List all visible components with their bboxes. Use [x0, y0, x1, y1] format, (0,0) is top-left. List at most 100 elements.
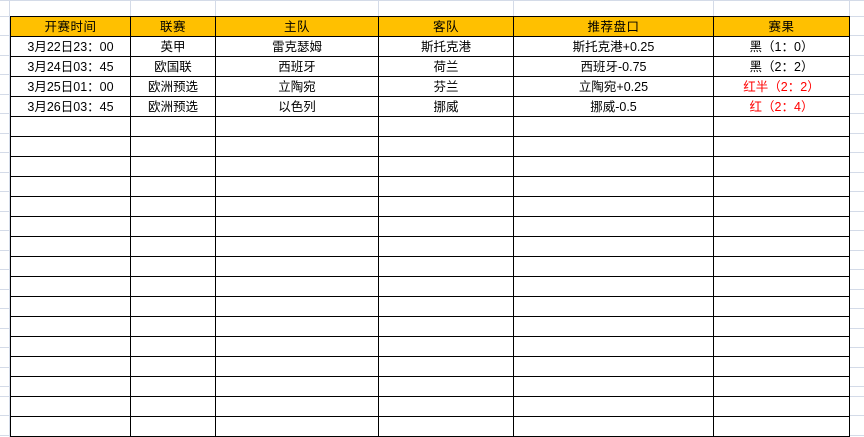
- cell-home[interactable]: 以色列: [215, 96, 379, 117]
- column-header-league[interactable]: 联赛: [130, 16, 216, 37]
- cell-empty-odds[interactable]: [513, 216, 714, 237]
- column-header-time[interactable]: 开赛时间: [10, 16, 131, 37]
- cell-empty-result[interactable]: [713, 376, 850, 397]
- cell-time[interactable]: 3月22日23：00: [10, 36, 131, 57]
- cell-empty-time[interactable]: [10, 116, 131, 137]
- cell-empty-away[interactable]: [378, 336, 514, 357]
- cell-empty-home[interactable]: [215, 176, 379, 197]
- cell-empty-home[interactable]: [215, 356, 379, 377]
- column-header-odds[interactable]: 推荐盘口: [513, 16, 714, 37]
- cell-empty-away[interactable]: [378, 256, 514, 277]
- cell-empty-league[interactable]: [130, 116, 216, 137]
- cell-empty-away[interactable]: [378, 296, 514, 317]
- cell-empty-away[interactable]: [378, 176, 514, 197]
- cell-empty-odds[interactable]: [513, 336, 714, 357]
- cell-empty-time[interactable]: [10, 336, 131, 357]
- cell-empty-result[interactable]: [713, 276, 850, 297]
- cell-empty-away[interactable]: [378, 136, 514, 157]
- cell-empty-time[interactable]: [10, 276, 131, 297]
- cell-empty-away[interactable]: [378, 276, 514, 297]
- cell-empty-league[interactable]: [130, 396, 216, 417]
- cell-empty-time[interactable]: [10, 176, 131, 197]
- cell-away[interactable]: 荷兰: [378, 56, 514, 77]
- cell-result[interactable]: 红半（2：2）: [713, 76, 850, 97]
- cell-empty-home[interactable]: [215, 156, 379, 177]
- cell-empty-away[interactable]: [378, 236, 514, 257]
- column-header-result[interactable]: 赛果: [713, 16, 850, 37]
- cell-empty-time[interactable]: [10, 136, 131, 157]
- cell-empty-result[interactable]: [713, 216, 850, 237]
- cell-empty-home[interactable]: [215, 376, 379, 397]
- cell-empty-odds[interactable]: [513, 256, 714, 277]
- cell-away[interactable]: 芬兰: [378, 76, 514, 97]
- cell-away[interactable]: 挪威: [378, 96, 514, 117]
- cell-away[interactable]: 斯托克港: [378, 36, 514, 57]
- cell-empty-league[interactable]: [130, 176, 216, 197]
- cell-league[interactable]: 欧洲预选: [130, 76, 216, 97]
- cell-empty-result[interactable]: [713, 416, 850, 437]
- cell-empty-home[interactable]: [215, 336, 379, 357]
- cell-empty-result[interactable]: [713, 236, 850, 257]
- cell-empty-result[interactable]: [713, 156, 850, 177]
- cell-empty-result[interactable]: [713, 296, 850, 317]
- cell-empty-odds[interactable]: [513, 116, 714, 137]
- cell-empty-home[interactable]: [215, 136, 379, 157]
- cell-empty-home[interactable]: [215, 116, 379, 137]
- cell-empty-odds[interactable]: [513, 356, 714, 377]
- cell-empty-away[interactable]: [378, 316, 514, 337]
- cell-time[interactable]: 3月24日03：45: [10, 56, 131, 77]
- cell-empty-result[interactable]: [713, 196, 850, 217]
- cell-empty-away[interactable]: [378, 156, 514, 177]
- cell-empty-time[interactable]: [10, 256, 131, 277]
- cell-empty-league[interactable]: [130, 376, 216, 397]
- cell-empty-result[interactable]: [713, 116, 850, 137]
- cell-empty-home[interactable]: [215, 316, 379, 337]
- cell-empty-result[interactable]: [713, 136, 850, 157]
- cell-empty-time[interactable]: [10, 396, 131, 417]
- column-header-home[interactable]: 主队: [215, 16, 379, 37]
- cell-empty-odds[interactable]: [513, 176, 714, 197]
- cell-time[interactable]: 3月25日01：00: [10, 76, 131, 97]
- cell-home[interactable]: 西班牙: [215, 56, 379, 77]
- cell-odds[interactable]: 西班牙-0.75: [513, 56, 714, 77]
- cell-league[interactable]: 欧国联: [130, 56, 216, 77]
- cell-empty-result[interactable]: [713, 256, 850, 277]
- cell-empty-league[interactable]: [130, 196, 216, 217]
- cell-empty-odds[interactable]: [513, 156, 714, 177]
- cell-empty-away[interactable]: [378, 116, 514, 137]
- cell-empty-home[interactable]: [215, 236, 379, 257]
- cell-empty-league[interactable]: [130, 256, 216, 277]
- cell-empty-time[interactable]: [10, 196, 131, 217]
- cell-empty-result[interactable]: [713, 316, 850, 337]
- cell-empty-league[interactable]: [130, 296, 216, 317]
- cell-empty-league[interactable]: [130, 236, 216, 257]
- cell-empty-odds[interactable]: [513, 316, 714, 337]
- cell-empty-league[interactable]: [130, 356, 216, 377]
- cell-empty-time[interactable]: [10, 356, 131, 377]
- cell-empty-time[interactable]: [10, 236, 131, 257]
- cell-result[interactable]: 红（2：4）: [713, 96, 850, 117]
- cell-empty-time[interactable]: [10, 216, 131, 237]
- cell-empty-odds[interactable]: [513, 416, 714, 437]
- cell-time[interactable]: 3月26日03：45: [10, 96, 131, 117]
- cell-empty-league[interactable]: [130, 136, 216, 157]
- cell-empty-away[interactable]: [378, 196, 514, 217]
- cell-empty-home[interactable]: [215, 216, 379, 237]
- cell-result[interactable]: 黑（2：2）: [713, 56, 850, 77]
- cell-empty-odds[interactable]: [513, 396, 714, 417]
- cell-empty-home[interactable]: [215, 276, 379, 297]
- cell-empty-odds[interactable]: [513, 236, 714, 257]
- cell-empty-odds[interactable]: [513, 276, 714, 297]
- cell-empty-time[interactable]: [10, 376, 131, 397]
- cell-empty-home[interactable]: [215, 256, 379, 277]
- cell-empty-league[interactable]: [130, 216, 216, 237]
- cell-empty-league[interactable]: [130, 316, 216, 337]
- cell-empty-result[interactable]: [713, 356, 850, 377]
- cell-empty-home[interactable]: [215, 296, 379, 317]
- cell-empty-home[interactable]: [215, 416, 379, 437]
- cell-empty-time[interactable]: [10, 296, 131, 317]
- cell-odds[interactable]: 斯托克港+0.25: [513, 36, 714, 57]
- cell-empty-away[interactable]: [378, 416, 514, 437]
- cell-empty-odds[interactable]: [513, 376, 714, 397]
- cell-empty-home[interactable]: [215, 396, 379, 417]
